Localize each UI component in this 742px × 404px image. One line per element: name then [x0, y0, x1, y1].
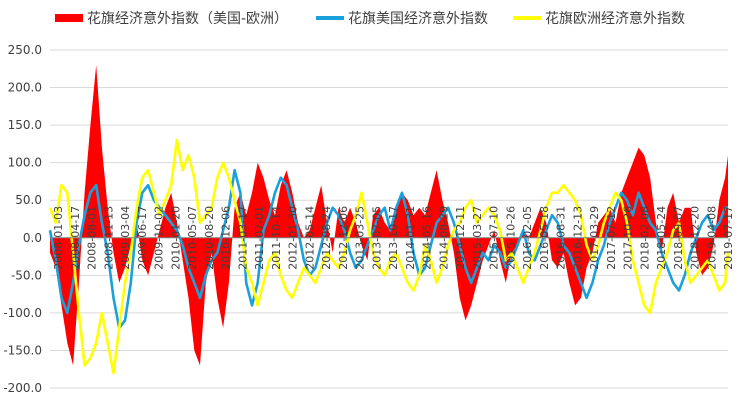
x-tick-label: 2012-01-30: [287, 206, 300, 270]
y-tick-label: 0.0: [23, 231, 42, 245]
y-tick-labels: -200.0 -150.0 -100.0 -50.0 0.0 50.0 100.0 150.0…: [3, 43, 42, 395]
x-tick-label: 2016-12-13: [571, 206, 584, 270]
x-tick-label: 2013-10-17: [387, 206, 400, 270]
legend-label: 花旗欧洲经济意外指数: [545, 10, 685, 27]
x-tick-label: 2016-02-05: [521, 206, 534, 270]
y-tick-label: 150.0: [8, 118, 42, 132]
y-tick-label: 100.0: [8, 156, 42, 170]
x-tick-label: 2013-07-05: [370, 206, 383, 270]
x-tick-label: 2010-05-07: [186, 206, 199, 270]
x-tick-label: 2015-03-27: [471, 206, 484, 270]
x-tick-labels: 2008-01-03 2008-04-17 2008-08-01 2008-11-13…: [52, 206, 735, 270]
x-tick-label: 2012-08-24: [320, 206, 333, 270]
x-tick-label: 2018-12-20: [689, 206, 702, 270]
x-tick-label: 2008-11-13: [102, 206, 115, 270]
plot-series: [48, 65, 730, 375]
x-tick-label: 2010-01-20: [169, 206, 182, 270]
y-tick-label: -50.0: [11, 268, 42, 282]
legend-label: 花旗美国经济意外指数: [348, 10, 488, 27]
x-tick-label: 2012-05-14: [303, 206, 316, 270]
x-tick-label: 2014-08-29: [437, 206, 450, 270]
x-tick-label: 2009-06-17: [136, 206, 149, 270]
x-tick-label: 2016-05-18: [538, 206, 551, 270]
x-tick-label: 2019-04-08: [705, 206, 718, 270]
x-tick-label: 2012-12-06: [337, 206, 350, 270]
x-tick-label: 2008-04-17: [69, 206, 82, 270]
x-tick-label: 2010-12-06: [220, 206, 233, 270]
x-tick-label: 2011-03-17: [236, 206, 249, 270]
y-tick-label: 50.0: [15, 193, 42, 207]
x-tick-label: 2015-07-10: [488, 206, 501, 270]
x-tick-label: 2018-09-07: [672, 206, 685, 270]
x-tick-label: 2013-03-25: [354, 206, 367, 270]
legend: 花旗经济意外指数（美国-欧洲） 花旗美国经济意外指数 花旗欧洲经济意外指数: [55, 10, 685, 27]
series-area-spread: [50, 65, 728, 366]
x-tick-label: 2009-03-04: [119, 206, 132, 270]
x-tick-label: 2014-12-11: [454, 206, 467, 270]
x-tick-label: 2017-03-29: [588, 206, 601, 270]
x-tick-label: 2011-07-01: [253, 206, 266, 270]
series-line-us: [48, 168, 728, 330]
y-tick-label: -150.0: [3, 343, 42, 357]
x-tick-label: 2016-08-31: [555, 206, 568, 270]
x-tick-label: 2014-05-16: [421, 206, 434, 270]
x-tick-label: 2018-05-24: [655, 206, 668, 270]
x-tick-label: 2009-10-02: [153, 206, 166, 270]
series-line-europe: [48, 138, 730, 375]
x-tick-label: 2018-02-08: [638, 206, 651, 270]
x-tick-label: 2017-10-26: [622, 206, 635, 270]
x-tick-label: 2008-08-01: [86, 206, 99, 270]
legend-label: 花旗经济意外指数（美国-欧洲）: [87, 10, 288, 27]
y-tick-label: -100.0: [3, 306, 42, 320]
x-tick-label: 2017-07-12: [605, 206, 618, 270]
y-tick-label: -200.0: [3, 381, 42, 395]
legend-swatch-spread: [55, 14, 83, 22]
x-tick-label: 2010-08-20: [203, 206, 216, 270]
x-tick-label: 2015-10-26: [504, 206, 517, 270]
y-tick-label: 200.0: [8, 81, 42, 95]
x-tick-label: 2011-10-14: [270, 206, 283, 270]
x-tick-label: 2019-07-17: [722, 206, 735, 270]
y-tick-label: 250.0: [8, 43, 42, 57]
x-tick-label: 2014-01-31: [404, 206, 417, 270]
x-tick-label: 2008-01-03: [52, 206, 65, 270]
